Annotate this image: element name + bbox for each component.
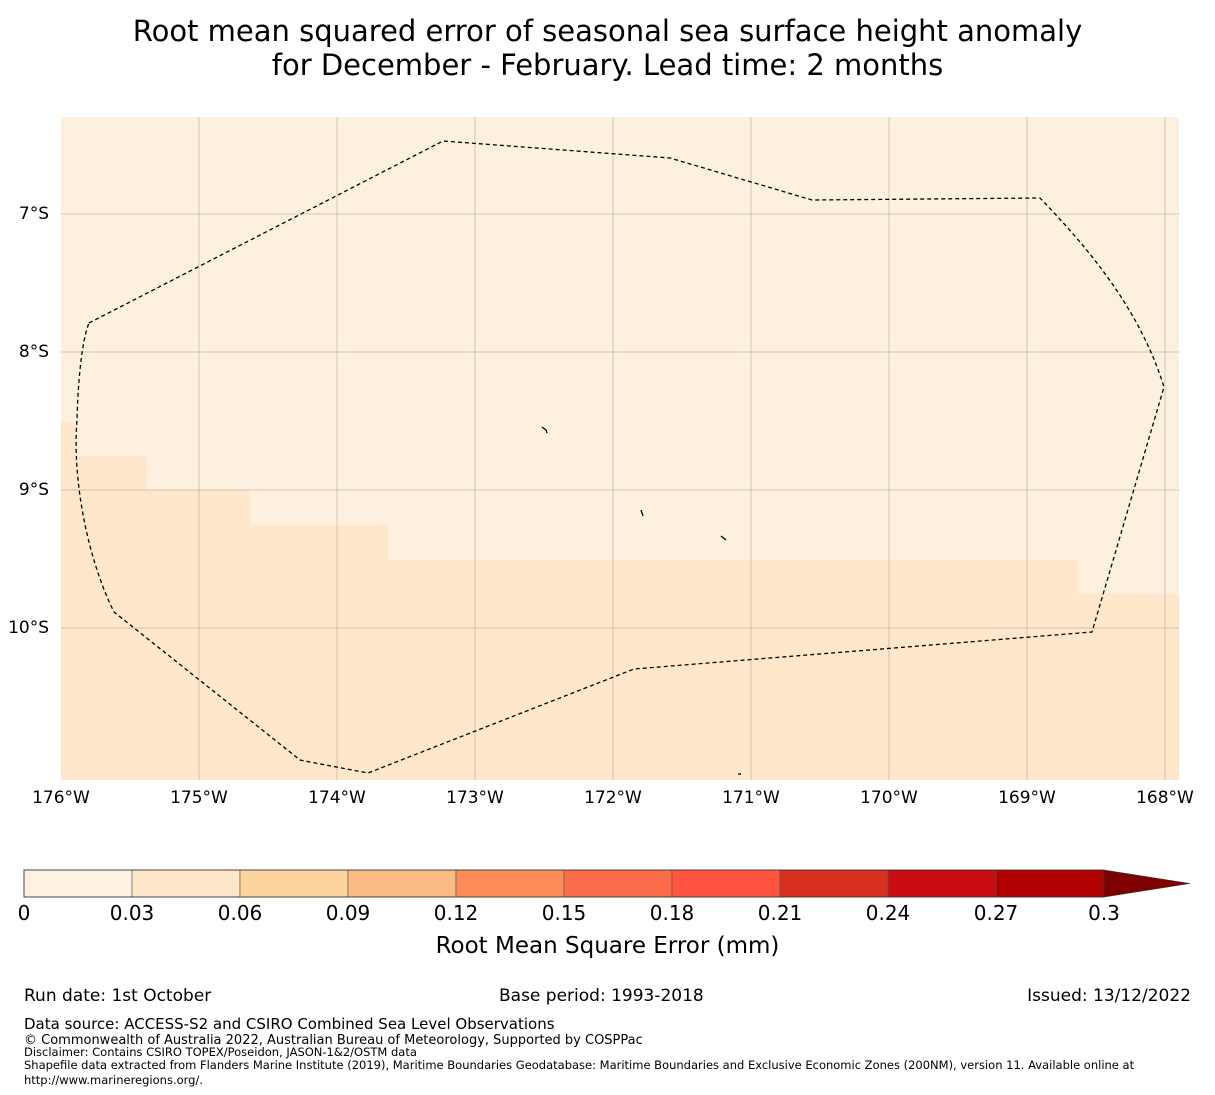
colorbar-tick-7: 0.21: [757, 901, 803, 925]
island-nukunonu: [640, 509, 644, 517]
colorbar-tick-6: 0.18: [649, 901, 695, 925]
colorbar-tick-10: 0.3: [1088, 901, 1120, 925]
lat-label-7s: 7°S: [18, 204, 49, 224]
colorbar-tick-2: 0.06: [217, 901, 263, 925]
lon-label-174w: 174°W: [308, 788, 366, 808]
lon-label-169w: 169°W: [998, 788, 1056, 808]
colorbar-segment-3: [347, 869, 457, 898]
shapefile-credit: Shapefile data extracted from Flanders M…: [24, 1058, 1135, 1072]
lat-label-10s: 10°S: [8, 618, 49, 638]
colorbar-frame: [23, 869, 1105, 898]
lat-label-8s: 8°S: [18, 342, 49, 362]
colorbar-segment-8: [887, 869, 997, 898]
field-higher-region: [61, 422, 1179, 780]
shapefile-url: http://www.marineregions.org/.: [24, 1073, 203, 1087]
copyright: © Commonwealth of Australia 2022, Austra…: [24, 1033, 643, 1048]
colorbar-segment-7: [779, 869, 889, 898]
base-period: Base period: 1993-2018: [499, 986, 704, 1006]
colorbar-segment-5: [563, 869, 673, 898]
eez-boundary: [75, 140, 1165, 774]
colorbar-segment-0: [23, 869, 133, 898]
islands: [541, 426, 741, 775]
lon-label-168w: 168°W: [1136, 788, 1194, 808]
disclaimer: Disclaimer: Contains CSIRO TOPEX/Poseido…: [24, 1045, 417, 1059]
lon-label-171w: 171°W: [722, 788, 780, 808]
colorbar-segment-2: [239, 869, 349, 898]
colorbar-tick-5: 0.15: [541, 901, 587, 925]
colorbar-label: Root Mean Square Error (mm): [435, 933, 780, 959]
lon-label-170w: 170°W: [860, 788, 918, 808]
island-atafu: [541, 426, 548, 434]
lon-label-173w: 173°W: [446, 788, 504, 808]
chart-title: Root mean squared error of seasonal sea …: [0, 14, 1215, 82]
island-fakaofo: [720, 535, 727, 541]
colorbar-extend-arrow: [1103, 869, 1191, 898]
colorbar-segment-4: [455, 869, 565, 898]
colorbar-tick-8: 0.24: [865, 901, 911, 925]
lat-label-9s: 9°S: [18, 480, 49, 500]
colorbar-tick-4: 0.12: [433, 901, 479, 925]
colorbar-tick-3: 0.09: [325, 901, 371, 925]
run-date: Run date: 1st October: [24, 986, 212, 1006]
colorbar-tick-0: 0: [17, 901, 31, 925]
lon-label-172w: 172°W: [584, 788, 642, 808]
colorbar-segment-1: [131, 869, 241, 898]
data-source: Data source: ACCESS-S2 and CSIRO Combine…: [24, 1015, 555, 1033]
colorbar-tick-1: 0.03: [109, 901, 155, 925]
title-line-2: for December - February. Lead time: 2 mo…: [271, 48, 944, 82]
lon-label-175w: 175°W: [170, 788, 228, 808]
title-line-1: Root mean squared error of seasonal sea …: [132, 14, 1083, 48]
graticule: [61, 117, 1179, 780]
colorbar-segment-6: [671, 869, 781, 898]
lon-label-176w: 176°W: [32, 788, 90, 808]
colorbar-tick-9: 0.27: [973, 901, 1019, 925]
rmse-field: [61, 117, 1179, 780]
issued-date: Issued: 13/12/2022: [1027, 986, 1191, 1006]
colorbar-segment-9: [995, 869, 1105, 898]
